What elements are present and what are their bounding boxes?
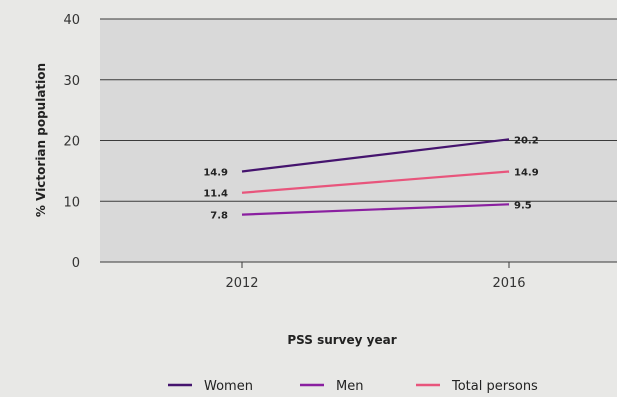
series-lines	[241, 138, 510, 216]
data-label: 7.8	[210, 211, 228, 222]
x-tick-label: 2016	[492, 276, 525, 291]
x-axis-ticks: 2012 2016	[225, 262, 526, 291]
legend-label: Total persons	[451, 379, 538, 394]
y-tick-label: 10	[63, 195, 80, 210]
legend-label: Men	[336, 379, 363, 394]
data-label: 14.9	[203, 167, 228, 178]
legend: Women Men Total persons	[168, 379, 538, 394]
gridlines	[100, 18, 617, 263]
legend-label: Women	[204, 379, 253, 394]
series-line-total-persons	[241, 170, 510, 194]
data-label: 20.2	[514, 135, 539, 146]
data-labels: 14.9 20.2 7.8 9.5 11.4 14.9	[203, 135, 538, 221]
x-axis-title: PSS survey year	[287, 333, 396, 347]
y-tick-label: 0	[72, 256, 80, 271]
y-axis-title: % Victorian population	[34, 63, 48, 217]
series-line-men	[241, 203, 510, 216]
series-line-women	[241, 138, 510, 173]
y-tick-label: 20	[63, 135, 80, 150]
y-axis-ticks: 0 10 20 30 40	[63, 13, 80, 271]
x-tick-label: 2012	[225, 276, 258, 291]
y-tick-label: 40	[63, 13, 80, 28]
data-label: 14.9	[514, 167, 539, 178]
data-label: 11.4	[203, 189, 228, 200]
data-label: 9.5	[514, 200, 532, 211]
y-tick-label: 30	[63, 74, 80, 89]
